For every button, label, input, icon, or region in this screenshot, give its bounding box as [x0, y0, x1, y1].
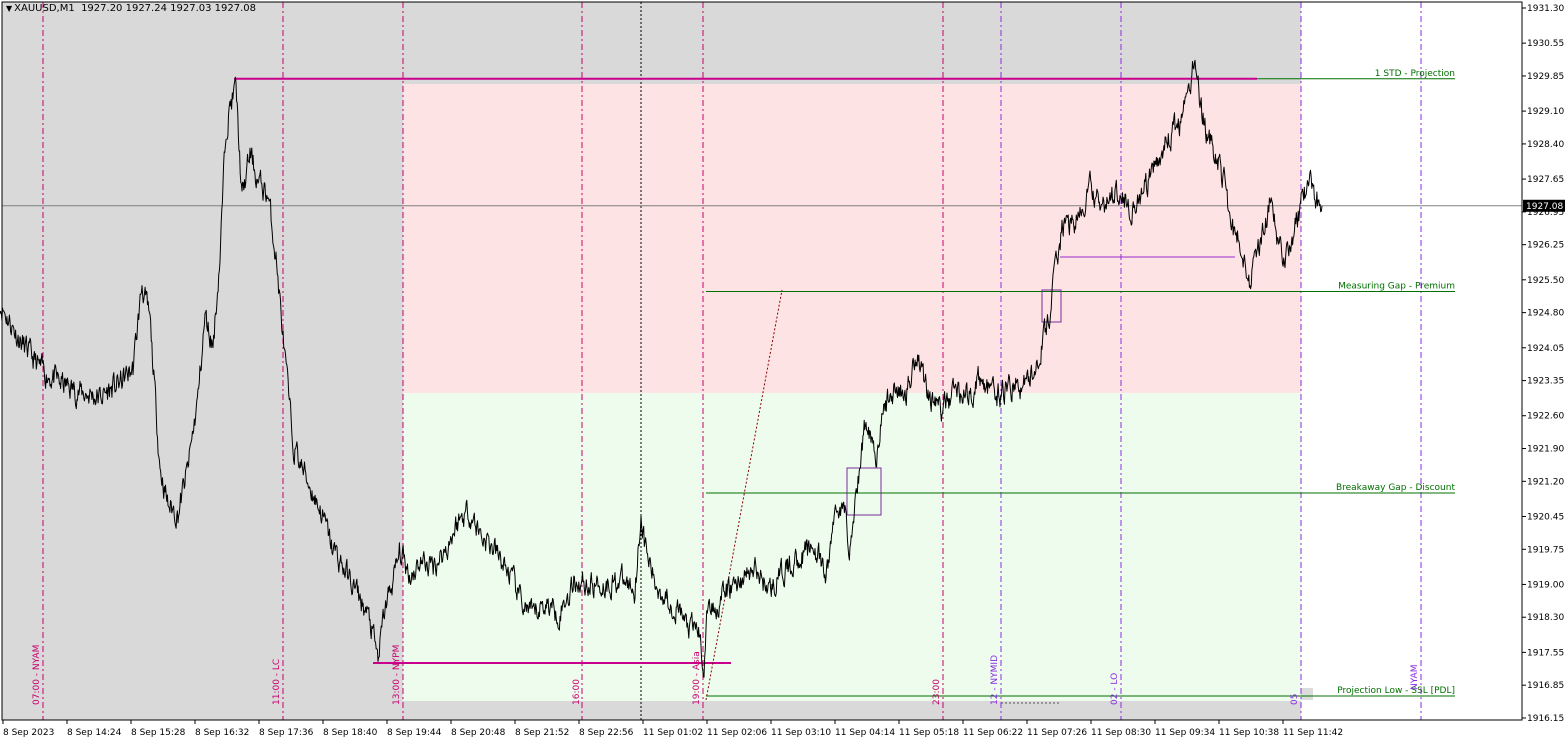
y-tick-label: 1918.30: [1527, 613, 1564, 623]
future-zone: [1301, 2, 1522, 720]
session-label: 11:00 - LC: [272, 659, 282, 705]
x-tick-label: 8 Sep 21:52: [515, 728, 569, 738]
y-tick-label: 1921.90: [1527, 445, 1564, 455]
x-tick-label: 8 Sep 19:44: [387, 728, 442, 738]
y-tick-label: 1921.20: [1527, 477, 1564, 487]
y-tick-label: 1924.05: [1527, 344, 1564, 354]
plot-border: [1, 1, 1523, 721]
x-tick-label: 11 Sep 01:02: [643, 728, 703, 738]
y-tick-label: 1924.80: [1527, 309, 1564, 319]
premium-zone: [403, 84, 1301, 393]
projection-trend-line: [705, 289, 783, 701]
x-tick-label: 8 Sep 16:32: [195, 728, 249, 738]
y-tick-label: 1925.50: [1527, 276, 1564, 286]
discount-zone: [403, 393, 1301, 701]
session-label: 19:00 - Asia: [692, 651, 702, 705]
gap-boxes: [846, 289, 1062, 516]
level-label: Projection Low - SSL [PDL]: [1337, 686, 1455, 696]
y-tick-label: 1919.00: [1527, 580, 1564, 590]
breakaway-gap-box: [846, 467, 882, 516]
y-tick-label: 1927.65: [1527, 175, 1564, 185]
y-tick-label: 1923.35: [1527, 377, 1564, 387]
marker-box: [1301, 688, 1313, 700]
y-tick-label: 1926.95: [1527, 208, 1564, 218]
level-label: Breakaway Gap - Discount: [1336, 483, 1456, 493]
session-labels: 07:00 - NYAM 11:00 - LC 13:00 - NYPM 16:00 1…: [32, 645, 1420, 705]
y-tick-label: 1931.30: [1527, 4, 1564, 14]
y-tick-label: 1926.25: [1527, 241, 1564, 251]
y-tick-label: 1929.10: [1527, 107, 1564, 117]
session-label: 13:00 - NYPM: [392, 645, 402, 705]
y-tick-label: 1928.40: [1527, 140, 1564, 150]
session-label: NYAM: [1410, 665, 1420, 690]
x-tick-label: 11 Sep 07:26: [1027, 728, 1087, 738]
y-tick-label: 1916.85: [1527, 681, 1564, 691]
ohlc-values: 1927.20 1927.24 1927.03 1927.08: [81, 3, 257, 14]
x-tick-label: 11 Sep 09:34: [1155, 728, 1215, 738]
price-line: [0, 59, 1323, 678]
session-label: 23:00: [932, 679, 942, 705]
x-tick-label: 11 Sep 03:10: [771, 728, 831, 738]
x-tick-label: 8 Sep 14:24: [67, 728, 122, 738]
price-axis: 1931.30 1930.55 1929.85 1929.10 1928.40 1927.…: [1522, 4, 1565, 724]
symbol-label: XAUUSD,M1: [14, 3, 75, 14]
y-tick-label: 1919.75: [1527, 545, 1564, 555]
current-price-badge: [1523, 199, 1565, 212]
level-lines: 1 STD - Projection Measuring Gap - Premiu…: [2, 69, 1522, 704]
x-tick-label: 11 Sep 11:42: [1283, 728, 1343, 738]
measuring-gap-box: [1041, 289, 1062, 323]
x-tick-label: 8 Sep 20:48: [451, 728, 506, 738]
y-tick-label: 1922.60: [1527, 412, 1564, 422]
time-axis: 8 Sep 2023 8 Sep 14:24 8 Sep 15:28 8 Sep 16…: [2, 720, 1343, 738]
x-tick-label: 8 Sep 18:40: [323, 728, 378, 738]
y-tick-label: 1917.55: [1527, 648, 1564, 658]
x-tick-label: 8 Sep 22:56: [579, 728, 634, 738]
price-series: [0, 59, 1323, 678]
chart-frame: [1, 1, 1523, 721]
y-tick-label: 1929.85: [1527, 72, 1564, 82]
x-tick-label: 11 Sep 04:14: [835, 728, 895, 738]
session-label: 12 - NYMID: [990, 655, 1000, 705]
x-tick-label: 8 Sep 15:28: [131, 728, 186, 738]
x-tick-label: 11 Sep 05:18: [899, 728, 959, 738]
session-label: 07:00 - NYAM: [32, 645, 42, 705]
x-tick-label: 11 Sep 10:38: [1219, 728, 1279, 738]
y-tick-label: 1920.45: [1527, 512, 1564, 522]
session-label: 16:00: [572, 679, 582, 705]
y-tick-label: 1930.55: [1527, 39, 1564, 49]
symbol-header[interactable]: ▼ XAUUSD,M1 1927.20 1927.24 1927.03 1927.…: [6, 3, 256, 14]
session-label: 05: [1290, 694, 1300, 705]
session-label: 02 - LO: [1110, 673, 1120, 705]
level-label: 1 STD - Projection: [1375, 69, 1455, 79]
collapse-triangle-icon[interactable]: ▼: [6, 4, 13, 13]
level-label: Measuring Gap - Premium: [1338, 282, 1455, 292]
current-price-label: 1927.08: [1526, 202, 1563, 212]
x-tick-label: 8 Sep 2023: [3, 728, 54, 738]
x-tick-label: 11 Sep 08:30: [1091, 728, 1151, 738]
x-tick-label: 11 Sep 06:22: [963, 728, 1023, 738]
x-tick-label: 8 Sep 17:36: [259, 728, 314, 738]
chart-background: [2, 2, 1522, 720]
y-tick-label: 1916.15: [1527, 714, 1564, 724]
x-tick-label: 11 Sep 02:06: [707, 728, 767, 738]
